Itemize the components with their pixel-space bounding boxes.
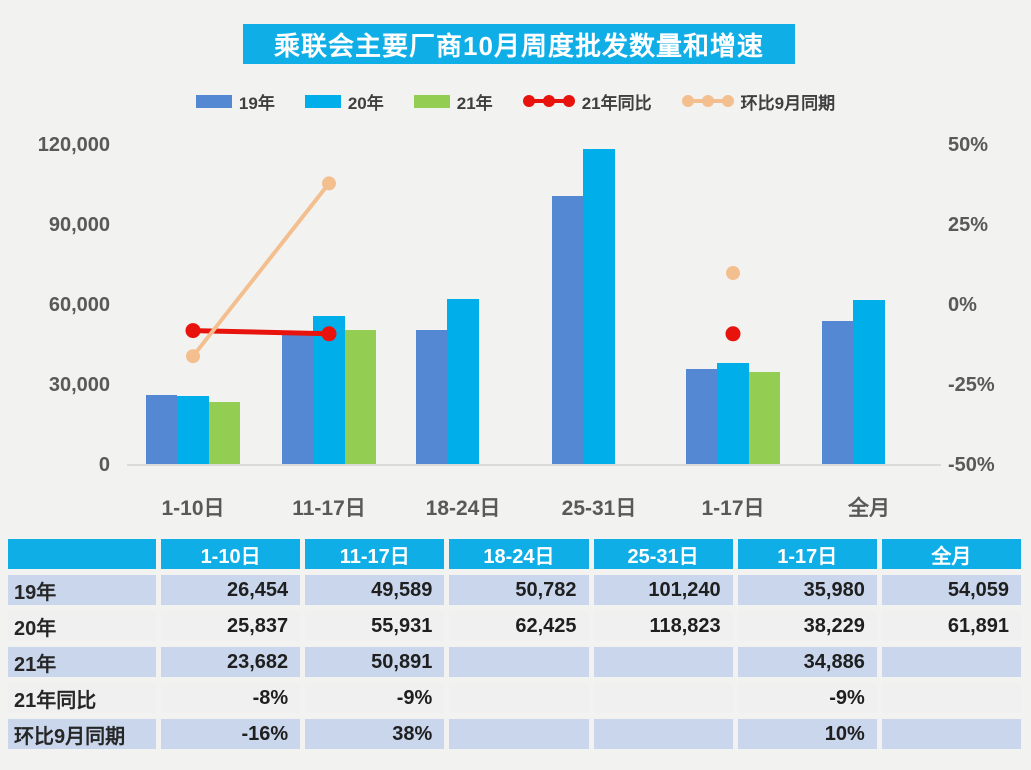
marker-环比9月同期-11-17日 (322, 176, 336, 191)
bar-19年-25-31日 (551, 196, 584, 465)
table-cell: 35,980 (737, 575, 877, 605)
table-cell (593, 683, 733, 713)
chart-title: 乘联会主要厂商10月周度批发数量和增速 (243, 24, 795, 64)
bar-20年-1-10日 (177, 396, 209, 465)
table-cell (881, 683, 1021, 713)
table-cell (881, 719, 1021, 749)
table-cell (449, 683, 589, 713)
table-cell: -16% (161, 719, 301, 749)
legend-label: 21年同比 (581, 93, 652, 113)
bar-19年-全月 (821, 321, 854, 465)
table-cell: 54,059 (881, 575, 1021, 605)
legend-swatch-icon (413, 94, 450, 108)
bar-21年-1-17日 (748, 372, 781, 465)
table-row-label-19年: 19年 (8, 575, 156, 605)
legend-item-20年: 20年 (304, 89, 384, 114)
legend-item-21年同比: 21年同比 (522, 89, 652, 114)
table-cell (593, 719, 733, 749)
x-axis-label-18-24日: 18-24日 (425, 497, 501, 520)
table-cell: 23,682 (161, 647, 301, 677)
table-header-corner (8, 539, 156, 569)
bar-19年-1-10日 (145, 395, 178, 465)
marker-环比9月同期-1-10日 (186, 349, 200, 364)
table-row-label-21年: 21年 (8, 647, 156, 677)
legend-line-dots-icon (522, 95, 575, 107)
table-cell (881, 647, 1021, 677)
bar-19年-11-17日 (281, 333, 314, 465)
legend-label: 21年 (456, 93, 493, 113)
table-cell: 61,891 (881, 611, 1021, 641)
right-axis-tick: -50% (948, 454, 995, 476)
right-axis-tick: 25% (948, 214, 989, 236)
table-cell (449, 719, 589, 749)
legend-line-dots-icon (681, 95, 734, 107)
table-cell: 118,823 (593, 611, 733, 641)
legend-item-19年: 19年 (195, 89, 275, 114)
right-axis-tick: 50% (948, 134, 989, 156)
table-header-1-17日: 1-17日 (737, 539, 877, 569)
table-cell: 26,454 (161, 575, 301, 605)
table-cell: 49,589 (305, 575, 445, 605)
data-table: 1-10日 11-17日 18-24日 25-31日 1-17日 全月 19年 26,454 4… (8, 539, 1021, 749)
bar-20年-18-24日 (447, 299, 479, 465)
legend-item-环比9月同期: 环比9月同期 (681, 89, 836, 114)
table-row-label-20年: 20年 (8, 611, 156, 641)
right-axis-tick: -25% (948, 374, 995, 396)
bar-20年-1-17日 (717, 363, 749, 465)
left-axis-tick: 90,000 (48, 214, 110, 236)
table-header-18-24日: 18-24日 (449, 539, 589, 569)
table-header-11-17日: 11-17日 (305, 539, 445, 569)
x-axis-label-全月: 全月 (848, 497, 890, 520)
marker-环比9月同期-1-17日 (726, 266, 740, 280)
left-axis-tick: 0 (98, 454, 110, 476)
bar-19年-1-17日 (685, 369, 718, 465)
table-cell: 38% (305, 719, 445, 749)
table-cell: 50,891 (305, 647, 445, 677)
left-axis-tick: 30,000 (48, 374, 110, 396)
bar-21年-11-17日 (344, 330, 377, 465)
table-header-25-31日: 25-31日 (593, 539, 733, 569)
table-cell: 55,931 (305, 611, 445, 641)
legend-swatch-icon (304, 94, 341, 108)
left-axis-tick: 120,000 (37, 134, 110, 156)
x-axis-label-1-10日: 1-10日 (161, 497, 225, 520)
legend-swatch-icon (195, 94, 232, 108)
legend-label: 19年 (238, 93, 275, 113)
table-cell: 38,229 (737, 611, 877, 641)
x-axis-line (127, 464, 941, 466)
legend-label: 环比9月同期 (740, 93, 836, 113)
x-axis-label-1-17日: 1-17日 (701, 497, 765, 520)
line-segment-环比9月同期 (191, 182, 331, 358)
table-cell: 50,782 (449, 575, 589, 605)
table-cell: 10% (737, 719, 877, 749)
table-cell (593, 647, 733, 677)
table-cell: -9% (737, 683, 877, 713)
table-row-label-21年同比: 21年同比 (8, 683, 156, 713)
legend-label: 20年 (347, 93, 384, 113)
table-row-label-环比9月同期: 环比9月同期 (8, 719, 156, 749)
table-header-1-10日: 1-10日 (161, 539, 301, 569)
bar-19年-18-24日 (415, 330, 448, 465)
left-axis-tick: 60,000 (48, 294, 110, 316)
right-axis-tick: 0% (948, 294, 977, 316)
table-cell: 62,425 (449, 611, 589, 641)
bar-20年-全月 (853, 300, 885, 465)
table-cell: -9% (305, 683, 445, 713)
table-cell: 25,837 (161, 611, 301, 641)
marker-21年同比-1-17日 (725, 326, 741, 342)
table-cell (449, 647, 589, 677)
table-cell: 101,240 (593, 575, 733, 605)
bar-20年-11-17日 (313, 316, 345, 465)
bar-20年-25-31日 (583, 149, 615, 465)
marker-21年同比-1-10日 (185, 323, 201, 339)
legend-item-21年: 21年 (413, 89, 493, 114)
x-axis-label-25-31日: 25-31日 (561, 497, 637, 520)
table-cell: -8% (161, 683, 301, 713)
table-header-全月: 全月 (881, 539, 1021, 569)
bar-21年-1-10日 (208, 402, 241, 465)
table-cell: 34,886 (737, 647, 877, 677)
x-axis-label-11-17日: 11-17日 (292, 497, 366, 520)
chart-legend: 19年 20年 21年 21年同比 环比9月同期 (0, 88, 1031, 114)
